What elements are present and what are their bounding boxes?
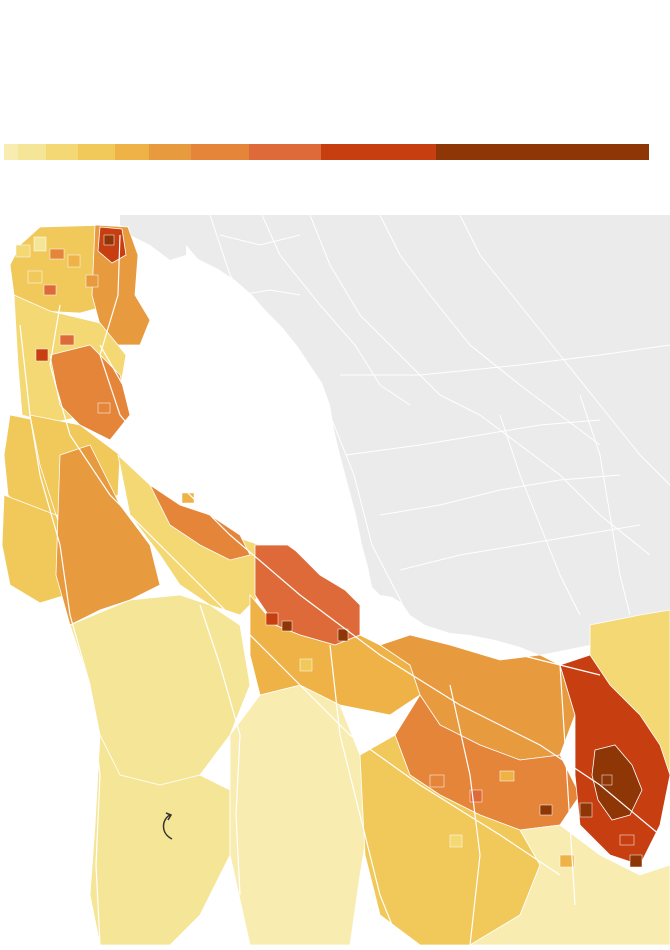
legend-swatch [436, 144, 650, 160]
legend-swatch [248, 144, 321, 160]
legend-swatch [77, 144, 115, 160]
east-bay-land [186, 215, 670, 655]
region-foster-city [148, 483, 251, 561]
region-ssf [49, 344, 131, 441]
legend-swatch [149, 144, 192, 160]
east-bay-roads [209, 215, 670, 616]
legend-swatch [191, 144, 249, 160]
inset-land-sliver [120, 215, 186, 260]
legend-swatch [114, 144, 150, 160]
choropleth-map[interactable] [0, 215, 670, 945]
map-svg [0, 215, 670, 945]
tract-mosaic [15, 234, 643, 868]
region-los-gatos [469, 824, 670, 945]
color-scale-legend [4, 144, 650, 160]
curved-arrow-icon [162, 812, 173, 840]
peninsula-roads [19, 234, 661, 945]
region-watershed [55, 444, 161, 626]
region-sj-core [591, 744, 643, 821]
legend-swatch [320, 144, 437, 160]
legend-swatch [4, 144, 18, 160]
legend-swatch [17, 144, 46, 160]
region-coast-south [89, 733, 231, 945]
legend-swatch [45, 144, 78, 160]
